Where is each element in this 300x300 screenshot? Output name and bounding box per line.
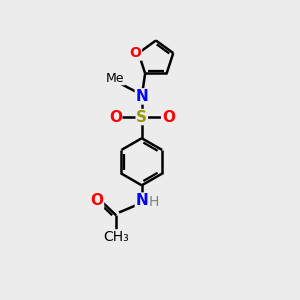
Text: Me: Me xyxy=(106,72,124,85)
Text: H: H xyxy=(149,195,159,209)
Text: O: O xyxy=(162,110,175,124)
Text: O: O xyxy=(130,46,142,60)
Text: N: N xyxy=(135,193,148,208)
Text: CH₃: CH₃ xyxy=(103,230,129,244)
Text: N: N xyxy=(135,89,148,104)
Text: O: O xyxy=(91,193,103,208)
Text: O: O xyxy=(109,110,122,124)
Text: S: S xyxy=(136,110,147,124)
